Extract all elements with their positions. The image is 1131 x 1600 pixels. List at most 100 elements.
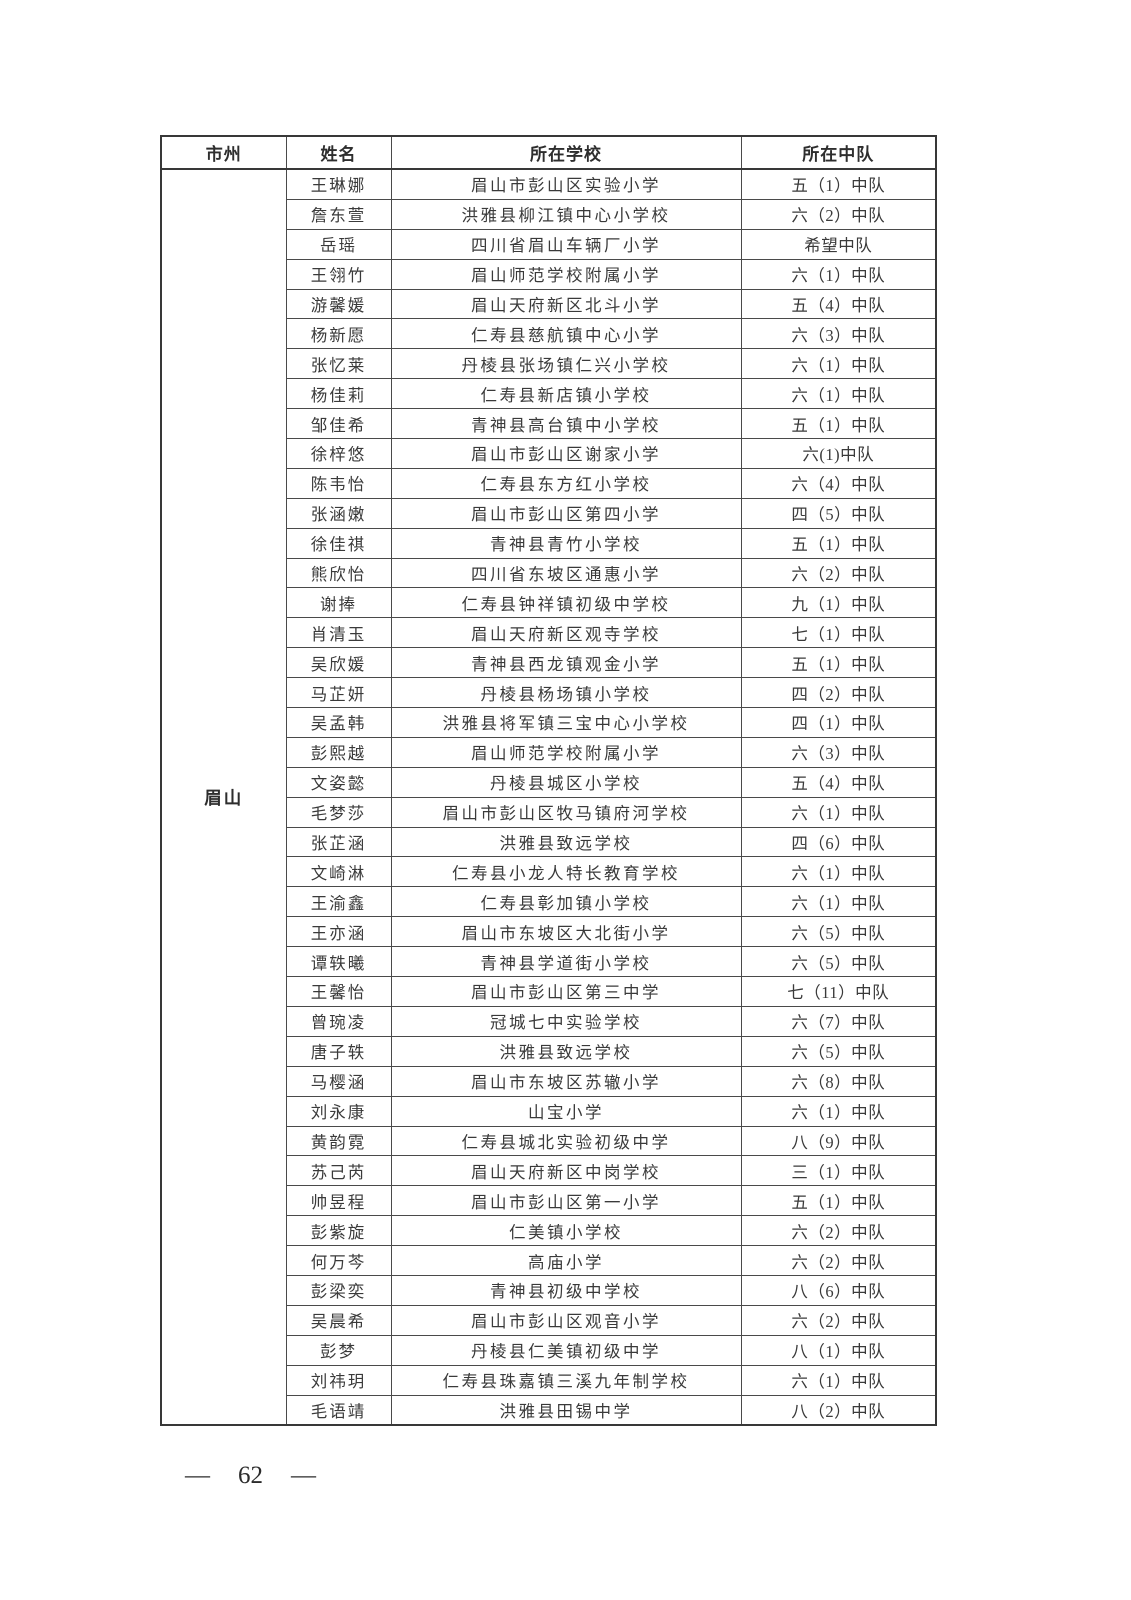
school-cell: 眉山市彭山区第四小学 xyxy=(390,497,742,529)
squad-cell: 六（2）中队 xyxy=(740,198,937,230)
page-footer: — 62 — xyxy=(185,1462,316,1490)
name-cell: 徐梓悠 xyxy=(285,438,392,469)
table-row: 杨新愿 仁寿县慈航镇中心小学 六（3）中队 xyxy=(161,318,937,350)
school-cell: 青神县学道街小学校 xyxy=(390,946,742,978)
table-row: 肖清玉 眉山天府新区观寺学校 七（1）中队 xyxy=(161,617,937,649)
school-cell: 仁寿县慈航镇中心小学 xyxy=(390,318,742,350)
name-cell: 毛语靖 xyxy=(285,1394,392,1426)
school-cell: 丹棱县仁美镇初级中学 xyxy=(390,1334,742,1366)
name-cell: 邹佳希 xyxy=(285,408,392,440)
squad-cell: 八（6）中队 xyxy=(740,1274,937,1306)
squad-cell: 六（1）中队 xyxy=(740,856,937,888)
school-cell: 山宝小学 xyxy=(390,1095,742,1127)
name-cell: 马芷妍 xyxy=(285,677,392,709)
squad-cell: 六（1）中队 xyxy=(740,1095,937,1127)
table-row: 何万芩 高庙小学 六（2）中队 xyxy=(161,1245,937,1276)
name-cell: 杨佳莉 xyxy=(285,378,392,410)
squad-cell: 六（1）中队 xyxy=(740,348,937,380)
name-cell: 唐子轶 xyxy=(285,1035,392,1067)
school-cell: 青神县西龙镇观金小学 xyxy=(390,647,742,679)
header-name: 姓名 xyxy=(285,135,392,170)
table-row: 詹东萱 洪雅县柳江镇中心小学校 六（2）中队 xyxy=(161,198,937,230)
school-cell: 眉山天府新区中岗学校 xyxy=(390,1155,742,1187)
name-cell: 苏己芮 xyxy=(285,1155,392,1187)
squad-cell: 希望中队 xyxy=(740,228,937,260)
name-cell: 马樱涵 xyxy=(285,1065,392,1097)
table-row: 王翎竹 眉山师范学校附属小学 六（1）中队 xyxy=(161,258,937,290)
squad-cell: 五（1）中队 xyxy=(740,527,937,559)
squad-cell: 六（8）中队 xyxy=(740,1065,937,1097)
school-cell: 眉山市彭山区实验小学 xyxy=(390,168,742,200)
table-row: 陈韦怡 仁寿县东方红小学校 六（4）中队 xyxy=(161,467,937,499)
name-cell: 张芷涵 xyxy=(285,826,392,858)
name-cell: 杨新愿 xyxy=(285,318,392,350)
school-cell: 洪雅县致远学校 xyxy=(390,1035,742,1067)
school-cell: 眉山师范学校附属小学 xyxy=(390,736,742,768)
school-cell: 眉山市彭山区观音小学 xyxy=(390,1304,742,1336)
table-row: 张忆莱 丹棱县张场镇仁兴小学校 六（1）中队 xyxy=(161,348,937,380)
school-cell: 高庙小学 xyxy=(390,1245,742,1276)
table-row: 曾琬凌 冠城七中实验学校 六（7）中队 xyxy=(161,1005,937,1037)
table-row: 张芷涵 洪雅县致远学校 四（6）中队 xyxy=(161,826,937,858)
name-cell: 彭熙越 xyxy=(285,736,392,768)
table-row: 唐子轶 洪雅县致远学校 六（5）中队 xyxy=(161,1035,937,1067)
school-cell: 洪雅县致远学校 xyxy=(390,826,742,858)
name-cell: 游馨媛 xyxy=(285,288,392,320)
name-cell: 王馨怡 xyxy=(285,976,392,1007)
squad-cell: 六（7）中队 xyxy=(740,1005,937,1037)
table-row: 游馨媛 眉山天府新区北斗小学 五（4）中队 xyxy=(161,288,937,320)
table-row: 眉山 王琳娜 眉山市彭山区实验小学 五（1）中队 xyxy=(160,168,937,1426)
school-cell: 仁寿县珠嘉镇三溪九年制学校 xyxy=(390,1364,742,1396)
school-cell: 眉山天府新区北斗小学 xyxy=(390,288,742,320)
header-row: 市州 姓名 所在学校 所在中队 xyxy=(160,135,937,170)
squad-cell: 七（1）中队 xyxy=(740,617,937,649)
school-cell: 四川省东坡区通惠小学 xyxy=(390,557,742,589)
name-cell: 彭紫旋 xyxy=(285,1215,392,1247)
table-row: 毛语靖 洪雅县田锡中学 八（2）中队 xyxy=(161,1394,937,1426)
school-cell: 丹棱县张场镇仁兴小学校 xyxy=(390,348,742,380)
squad-cell: 六（2）中队 xyxy=(740,557,937,589)
table-row: 王渝鑫 仁寿县彰加镇小学校 六（1）中队 xyxy=(161,886,937,918)
school-cell: 丹棱县杨场镇小学校 xyxy=(390,677,742,709)
table-row: 徐梓悠 眉山市彭山区谢家小学 六(1)中队 xyxy=(161,438,937,469)
squad-cell: 六（5）中队 xyxy=(740,946,937,978)
squad-cell: 六（1）中队 xyxy=(740,1364,937,1396)
name-cell: 王琳娜 xyxy=(285,168,392,200)
table-row: 王馨怡 眉山市彭山区第三中学 七（11）中队 xyxy=(161,976,937,1007)
name-cell: 徐佳祺 xyxy=(285,527,392,559)
squad-cell: 三（1）中队 xyxy=(740,1155,937,1187)
table-row: 杨佳莉 仁寿县新店镇小学校 六（1）中队 xyxy=(161,378,937,410)
squad-cell: 八（2）中队 xyxy=(740,1394,937,1426)
header-city: 市州 xyxy=(160,135,287,170)
school-cell: 仁寿县东方红小学校 xyxy=(390,467,742,499)
name-cell: 詹东萱 xyxy=(285,198,392,230)
school-cell: 丹棱县城区小学校 xyxy=(390,766,742,798)
name-cell: 何万芩 xyxy=(285,1245,392,1276)
roster-table-container: 市州 姓名 所在学校 所在中队 眉山 王琳娜 眉山市彭山区实验小学 五（1）中队 詹东萱… xyxy=(160,135,937,1427)
table-row: 苏己芮 眉山天府新区中岗学校 三（1）中队 xyxy=(161,1155,937,1187)
school-cell: 眉山市彭山区第三中学 xyxy=(390,976,742,1007)
squad-cell: 六（5）中队 xyxy=(740,916,937,948)
school-cell: 眉山市东坡区大北街小学 xyxy=(390,916,742,948)
table-row: 刘祎玥 仁寿县珠嘉镇三溪九年制学校 六（1）中队 xyxy=(161,1364,937,1396)
name-cell: 帅昱程 xyxy=(285,1185,392,1217)
school-cell: 青神县高台镇中小学校 xyxy=(390,408,742,440)
table-row: 彭梁奕 青神县初级中学校 八（6）中队 xyxy=(161,1274,937,1306)
school-cell: 洪雅县田锡中学 xyxy=(390,1394,742,1426)
name-cell: 吴孟韩 xyxy=(285,707,392,738)
squad-cell: 六（2）中队 xyxy=(740,1304,937,1336)
squad-cell: 六（3）中队 xyxy=(740,736,937,768)
name-cell: 刘永康 xyxy=(285,1095,392,1127)
name-cell: 黄韵霓 xyxy=(285,1125,392,1157)
squad-cell: 六（4）中队 xyxy=(740,467,937,499)
name-cell: 刘祎玥 xyxy=(285,1364,392,1396)
school-cell: 仁寿县钟祥镇初级中学校 xyxy=(390,587,742,619)
table-row: 彭紫旋 仁美镇小学校 六（2）中队 xyxy=(161,1215,937,1247)
school-cell: 眉山市东坡区苏辙小学 xyxy=(390,1065,742,1097)
header-school: 所在学校 xyxy=(390,135,742,170)
school-cell: 青神县青竹小学校 xyxy=(390,527,742,559)
squad-cell: 五（1）中队 xyxy=(740,168,937,200)
name-cell: 曾琬凌 xyxy=(285,1005,392,1037)
table-row: 谭轶曦 青神县学道街小学校 六（5）中队 xyxy=(161,946,937,978)
